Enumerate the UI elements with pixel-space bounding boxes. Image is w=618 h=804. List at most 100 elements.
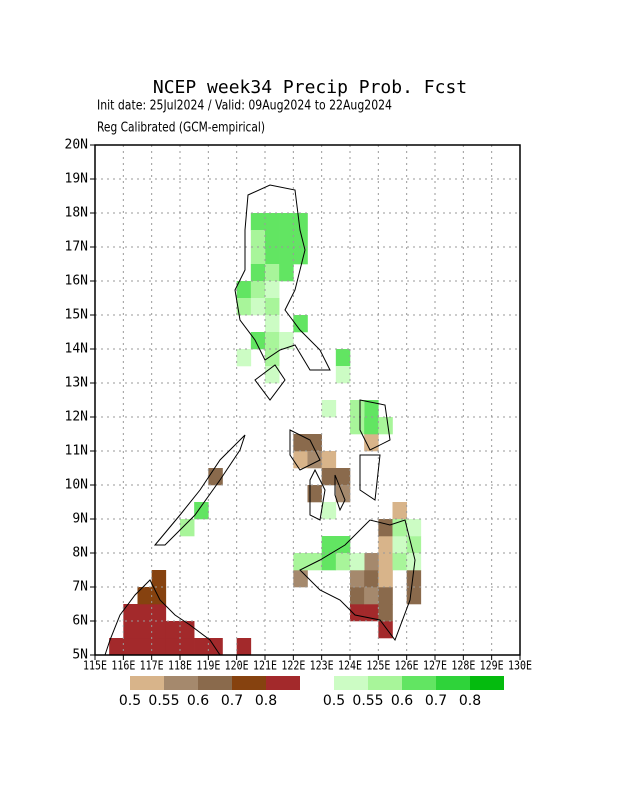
colorbar-label: 0.7 — [425, 693, 447, 709]
prob-cell — [279, 213, 294, 231]
prob-cell — [151, 587, 167, 605]
prob-cell — [265, 315, 280, 333]
prob-cell — [194, 638, 209, 656]
x-tick-label: 115E — [83, 659, 107, 673]
colorbar-label: 0.8 — [459, 693, 481, 709]
prob-cell — [350, 400, 365, 418]
prob-cell — [364, 570, 379, 588]
prob-cell — [137, 587, 152, 605]
x-tick-label: 122E — [281, 659, 305, 673]
note: Reg Calibrated (GCM-empirical) — [97, 121, 265, 136]
y-tick-label: 14N — [65, 342, 88, 357]
y-tick-label: 8N — [72, 546, 88, 561]
mindoro — [254, 364, 286, 401]
prob-cell — [165, 638, 181, 656]
leyte — [359, 454, 381, 501]
luzon — [234, 184, 331, 371]
x-tick-label: 126E — [395, 659, 419, 673]
samar — [359, 399, 391, 451]
prob-cell — [265, 298, 280, 316]
panay — [289, 429, 321, 471]
colorbar-box — [470, 676, 504, 690]
y-tick-label: 10N — [65, 478, 88, 493]
x-tick-label: 118E — [168, 659, 192, 673]
x-tick-label: 120E — [225, 659, 249, 673]
prob-cell — [378, 570, 393, 588]
colorbar-box — [436, 676, 470, 690]
prob-cell — [236, 298, 252, 316]
prob-cell — [236, 281, 252, 299]
prob-cell — [307, 485, 322, 503]
prob-cell — [364, 604, 379, 622]
y-tick-label: 9N — [72, 512, 88, 527]
prob-cell — [265, 230, 280, 248]
prob-cell — [378, 553, 393, 571]
prob-cell — [350, 587, 365, 605]
prob-cell — [236, 638, 252, 656]
prob-cell — [123, 604, 138, 622]
x-tick-label: 124E — [338, 659, 362, 673]
prob-cell — [151, 570, 167, 588]
prob-cell — [350, 604, 365, 622]
colorbar-label: 0.5 — [119, 693, 141, 709]
prob-cell — [378, 604, 393, 622]
prob-cell — [293, 434, 308, 452]
prob-cell — [123, 621, 138, 639]
prob-cell — [406, 519, 422, 537]
x-tick-label: 125E — [366, 659, 390, 673]
title: NCEP week34 Precip Prob. Fcst — [153, 77, 467, 98]
prob-cell — [335, 349, 351, 367]
colorbar-label: 0.55 — [352, 693, 383, 709]
palawan — [153, 434, 246, 546]
prob-cell — [293, 247, 308, 265]
prob-cell — [250, 281, 266, 299]
prob-cell — [180, 519, 195, 537]
colorbar-label: 0.8 — [255, 693, 277, 709]
x-tick-label: 116E — [111, 659, 135, 673]
colorbar-label: 0.55 — [148, 693, 179, 709]
prob-cell — [151, 638, 167, 656]
prob-cell — [279, 230, 294, 248]
prob-cell — [250, 230, 266, 248]
borneo — [104, 579, 221, 656]
y-tick-label: 11N — [65, 444, 88, 459]
prob-cell — [180, 638, 195, 656]
y-tick-label: 6N — [72, 614, 88, 629]
y-tick-label: 12N — [65, 410, 88, 425]
prob-cell — [350, 553, 365, 571]
x-tick-label: 129E — [480, 659, 504, 673]
prob-cell — [378, 417, 393, 435]
prob-cell — [265, 281, 280, 299]
prob-cell — [250, 264, 266, 282]
prob-cell — [293, 315, 308, 333]
prob-cell — [265, 332, 280, 350]
prob-cell — [151, 621, 167, 639]
prob-cell — [293, 213, 308, 231]
prob-cell — [279, 247, 294, 265]
prob-cell — [236, 349, 252, 367]
colorbar-box — [266, 676, 300, 690]
negros — [309, 468, 326, 521]
x-tick-label: 117E — [140, 659, 164, 673]
prob-cell — [335, 536, 351, 554]
prob-cell — [406, 536, 422, 554]
prob-cell — [137, 638, 152, 656]
prob-cell — [279, 264, 294, 282]
prob-cell — [293, 553, 308, 571]
prob-cell — [364, 553, 379, 571]
colorbar-label: 0.7 — [221, 693, 243, 709]
colorbar-box — [130, 676, 164, 690]
prob-cell — [406, 553, 422, 571]
colorbar-label: 0.6 — [187, 693, 209, 709]
y-tick-label: 5N — [72, 648, 88, 663]
prob-cell — [265, 247, 280, 265]
prob-cell — [364, 587, 379, 605]
x-tick-label: 127E — [423, 659, 447, 673]
prob-cell — [321, 536, 337, 554]
colorbar-box — [334, 676, 368, 690]
y-tick-label: 7N — [72, 580, 88, 595]
colorbar-box — [164, 676, 198, 690]
prob-cell — [321, 502, 337, 520]
prob-cell — [335, 468, 351, 486]
